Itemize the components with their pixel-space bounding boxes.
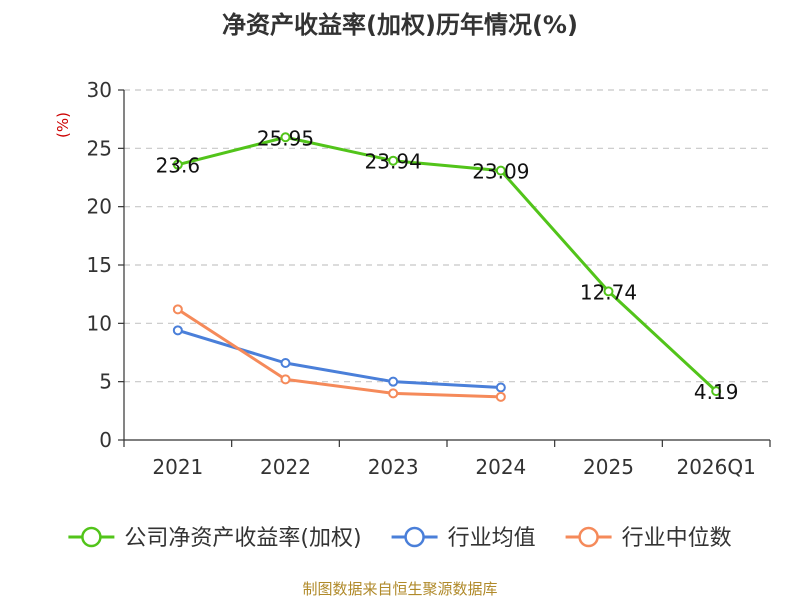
data-point[interactable] (388, 155, 399, 166)
legend-label: 行业中位数 (622, 526, 732, 551)
x-tick-label: 2024 (475, 455, 526, 479)
data-point[interactable] (711, 386, 722, 397)
data-point[interactable] (388, 376, 399, 387)
data-label: 23.6 (156, 154, 201, 178)
x-tick-label: 2022 (260, 455, 311, 479)
y-tick-label: 25 (87, 136, 112, 160)
series-line-1 (177, 328, 501, 389)
data-label: 12.74 (580, 280, 637, 304)
legend-label: 行业均值 (448, 526, 536, 551)
legend-label: 公司净资产收益率(加权) (124, 526, 361, 551)
x-tick-label: 2026Q1 (676, 455, 755, 479)
legend-item-2[interactable]: 行业中位数 (565, 526, 732, 551)
legend-marker (578, 526, 599, 548)
x-tick-label: 2023 (368, 455, 419, 479)
data-point[interactable] (280, 358, 291, 368)
y-tick-label: 30 (87, 78, 112, 102)
data-point[interactable] (603, 286, 614, 297)
data-point[interactable] (172, 304, 183, 315)
legend-item-1[interactable]: 行业均值 (391, 526, 536, 551)
y-tick-label: 5 (99, 370, 112, 394)
data-point[interactable] (495, 382, 506, 393)
y-tick-label: 10 (87, 311, 112, 335)
data-point[interactable] (280, 374, 291, 385)
series-line-2 (177, 308, 501, 399)
data-point[interactable] (172, 159, 183, 170)
legend[interactable]: 公司净资产收益率(加权) 行业均值 行业中位数 (68, 526, 732, 551)
y-tick-label: 20 (87, 195, 112, 219)
data-label: 4.19 (694, 380, 739, 404)
data-point[interactable] (388, 388, 399, 399)
data-point[interactable] (495, 391, 506, 402)
data-label: 23.94 (365, 150, 422, 174)
series-line-0 (177, 135, 718, 393)
x-tick-label: 2021 (152, 455, 203, 479)
legend-item-0[interactable]: 公司净资产收益率(加权) (68, 526, 362, 551)
data-source-note: 制图数据来自恒生聚源数据库 (302, 580, 497, 598)
data-labels: 23.6 25.95 23.94 23.09 12.74 4.19 (156, 126, 739, 404)
gridlines (124, 89, 770, 383)
series-lines (172, 132, 722, 402)
y-tick-label: 0 (99, 428, 112, 452)
data-label: 25.95 (257, 126, 314, 150)
legend-marker (81, 526, 102, 548)
data-point[interactable] (495, 165, 506, 176)
data-point[interactable] (172, 325, 183, 336)
y-axis-unit-label: (%) (54, 112, 72, 138)
chart-title: 净资产收益率(加权)历年情况(%) (222, 11, 578, 39)
y-tick-label: 15 (87, 253, 112, 277)
data-point[interactable] (280, 132, 291, 143)
data-label: 23.09 (472, 160, 529, 184)
x-tick-label: 2025 (583, 455, 634, 479)
legend-marker (404, 526, 425, 548)
